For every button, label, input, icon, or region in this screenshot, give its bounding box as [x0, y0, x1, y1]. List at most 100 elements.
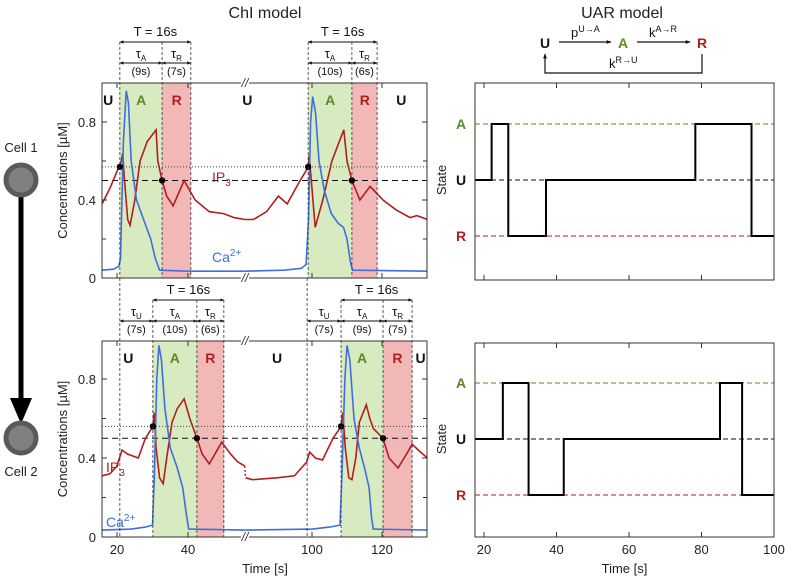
state-label-R: R [456, 487, 466, 503]
scheme-state-U: U [540, 35, 550, 51]
period-annotation: T = 16s τA (9s) τ R (7s) [119, 24, 192, 278]
active-phase-region [341, 341, 384, 537]
threshold-crossing-point [379, 435, 387, 442]
ca-series-label: Ca2+ [212, 248, 241, 265]
tau-subscript: A [141, 54, 147, 63]
uar-model-title: UAR model [581, 5, 663, 22]
phase-label-A: A [325, 92, 335, 108]
arrowhead-icon [10, 398, 32, 424]
tau-symbol: τ [136, 46, 142, 61]
refractory-phase-region [196, 341, 224, 537]
plot-frame [474, 82, 775, 281]
y-tick-label: 0.4 [78, 451, 96, 466]
tau-label: τA [170, 304, 181, 321]
phase-label-U: U [123, 350, 133, 366]
threshold-crossing-point [193, 435, 201, 442]
x-tick-label: 40 [549, 542, 563, 557]
tau-subscript: U [324, 312, 330, 321]
cell2-icon [3, 420, 39, 456]
tau-duration: (7s) [167, 66, 186, 78]
y-tick-label: 0.8 [78, 372, 96, 387]
series-break-connector [244, 465, 247, 478]
ca-label-sup: 2+ [124, 513, 136, 524]
chi-plot-2: // // 0 0.4 0.8 20 40 100 120 Concentrations [µM]… [55, 278, 429, 576]
ip3-line [101, 396, 246, 487]
active-phase-region [152, 341, 197, 537]
ip3-series-label: IP3 [212, 169, 231, 189]
cell1-label: Cell 1 [4, 140, 37, 155]
phase-label-R: R [360, 92, 370, 108]
threshold-crossing-point [116, 163, 124, 171]
threshold-crossing-point [348, 177, 356, 184]
period-label: T = 16s [321, 24, 365, 39]
ip3-label-base: IP [212, 169, 225, 185]
x-tick-label: 80 [694, 542, 708, 557]
period-label: T = 16s [134, 24, 178, 39]
tau-subscript: A [362, 312, 368, 321]
tau-label: τU [319, 304, 330, 321]
transition-arrow-r-u [543, 53, 703, 74]
x-tick-label: 100 [301, 542, 323, 557]
phase-label-R: R [392, 350, 402, 366]
cell-diagram: Cell 1 Cell 2 [3, 140, 39, 479]
chi-plot-1: // // 0 0.4 0.8 Concentrations [µM] U A R U A R U IP3… [55, 24, 428, 286]
x-tick-label: 60 [622, 542, 636, 557]
phase-label-U: U [272, 350, 282, 366]
y-axis-label: State [434, 165, 449, 195]
tau-symbol: τ [357, 304, 363, 319]
ca-line [245, 96, 428, 272]
tau-symbol: τ [325, 46, 331, 61]
phase-label-U: U [415, 350, 425, 366]
tau-duration: (10s) [317, 66, 342, 78]
tau-subscript: A [175, 312, 181, 321]
ip3-line [101, 127, 245, 229]
cell2-label: Cell 2 [4, 464, 37, 479]
state-trajectory [474, 382, 774, 496]
tau-duration: (7s) [315, 324, 334, 336]
phase-label-U: U [242, 92, 252, 108]
phase-label-R: R [205, 350, 215, 366]
tau-label: τU [131, 304, 142, 321]
chi-model-title: ChI model [229, 5, 302, 22]
y-axis-label: Concentrations [µM] [55, 122, 70, 239]
tau-symbol: τ [205, 304, 211, 319]
plot-frame [101, 340, 428, 538]
period-label: T = 16s [167, 282, 211, 297]
tau-symbol: τ [131, 304, 137, 319]
tau-duration: (9s) [131, 66, 150, 78]
x-axis-label: Time [s] [602, 561, 648, 576]
period-label: T = 16s [355, 282, 399, 297]
ip3-label-sub: 3 [225, 178, 231, 189]
phase-label-A: A [357, 350, 367, 366]
tau-label: τA [136, 46, 147, 63]
tau-duration: (9s) [353, 324, 372, 336]
phase-label-A: A [136, 92, 146, 108]
state-label-A: A [456, 116, 466, 132]
cell1-icon [3, 162, 39, 198]
axis-break-mark: // [241, 271, 250, 285]
tau-subscript: R [364, 54, 370, 63]
tau-duration: (7s) [388, 324, 407, 336]
rate-label-a-r: kA→R [649, 24, 678, 40]
tau-subscript: R [210, 312, 216, 321]
tau-subscript: R [176, 54, 182, 63]
uar-plot-2: A U R 20 40 60 80 100 State Time [s] [434, 342, 785, 576]
threshold-crossing-point [304, 163, 312, 171]
refractory-phase-region [383, 341, 413, 537]
x-tick-label: 40 [181, 542, 195, 557]
state-label-A: A [456, 375, 466, 391]
ca-line [102, 345, 245, 531]
rate-label-u-a: pU→A [571, 24, 600, 40]
uar-scheme: U A R pU→A kA→R kR→U [540, 24, 707, 74]
axis-break-gap [241, 80, 249, 86]
ip3-line [245, 129, 428, 228]
tau-label: τR [205, 304, 216, 321]
state-trajectory [474, 123, 774, 237]
y-axis-label: State [434, 424, 449, 454]
tau-symbol: τ [392, 304, 398, 319]
ip3-series-label: IP3 [106, 459, 125, 479]
phase-label-R: R [172, 92, 182, 108]
